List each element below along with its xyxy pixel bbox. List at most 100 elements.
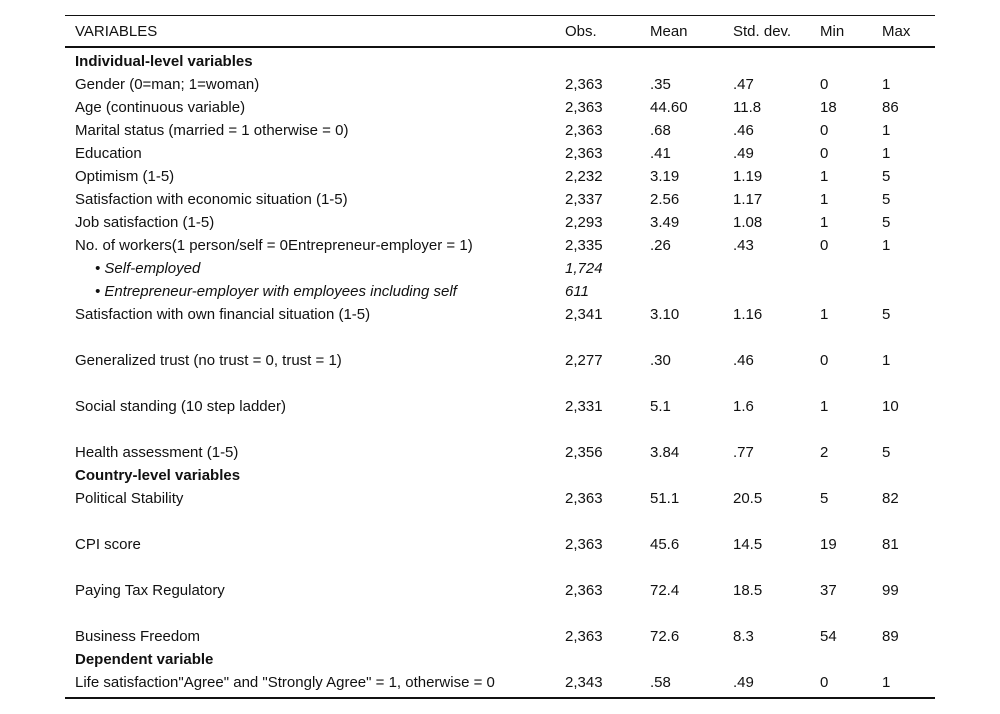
cell-min: 0	[820, 76, 829, 93]
cell-min: 1	[820, 168, 829, 185]
column-header-std-dev: Std. dev.	[733, 22, 792, 40]
table-header-row: VARIABLES Obs. Mean Std. dev. Min Max	[65, 16, 935, 46]
cell-max: 99	[882, 582, 899, 599]
table-row: Health assessment (1-5) 2,356 3.84 .77 2…	[65, 441, 935, 464]
cell-std-dev: 1.19	[733, 168, 763, 185]
cell-mean: 44.60	[650, 99, 688, 116]
cell-std-dev: .49	[733, 674, 754, 691]
table-row: Marital status (married = 1 otherwise = …	[65, 119, 935, 142]
cell-variable: Education	[75, 145, 142, 162]
cell-max: 81	[882, 536, 899, 553]
cell-std-dev: .46	[733, 122, 754, 139]
cell-max: 1	[882, 122, 891, 139]
table-row	[65, 602, 935, 625]
column-header-min: Min	[820, 22, 845, 40]
cell-variable: CPI score	[75, 536, 141, 553]
table-row: Dependent variable	[65, 648, 935, 671]
cell-obs: 1,724	[565, 260, 603, 277]
cell-std-dev: 18.5	[733, 582, 763, 599]
cell-std-dev: 20.5	[733, 490, 763, 507]
cell-variable: Gender (0=man; 1=woman)	[75, 76, 260, 93]
cell-max: 5	[882, 444, 891, 461]
cell-variable: Health assessment (1-5)	[75, 444, 239, 461]
cell-variable: Generalized trust (no trust = 0, trust =…	[75, 352, 342, 369]
cell-obs: 2,331	[565, 398, 603, 415]
table-row: No. of workers(1 person/self = 0Entrepre…	[65, 234, 935, 257]
table-row: Satisfaction with economic situation (1-…	[65, 188, 935, 211]
cell-mean: 3.84	[650, 444, 680, 461]
cell-variable: Satisfaction with economic situation (1-…	[75, 191, 348, 208]
cell-obs: 2,293	[565, 214, 603, 231]
cell-obs: 2,232	[565, 168, 603, 185]
cell-std-dev: .49	[733, 145, 754, 162]
cell-min: 1	[820, 191, 829, 208]
cell-obs: 2,343	[565, 674, 603, 691]
cell-std-dev: .43	[733, 237, 754, 254]
table-row: Paying Tax Regulatory 2,363 72.4 18.5 37…	[65, 579, 935, 602]
cell-variable: Age (continuous variable)	[75, 99, 246, 116]
cell-variable: Optimism (1-5)	[75, 168, 175, 185]
cell-std-dev: 1.17	[733, 191, 763, 208]
cell-std-dev: 1.16	[733, 306, 763, 323]
cell-mean: 3.49	[650, 214, 680, 231]
table-row: Education 2,363 .41 .49 0 1	[65, 142, 935, 165]
cell-variable: Political Stability	[75, 490, 184, 507]
cell-min: 19	[820, 536, 837, 553]
cell-max: 5	[882, 306, 891, 323]
table-body: Individual-level variables Gender (0=man…	[65, 48, 935, 697]
cell-max: 5	[882, 214, 891, 231]
cell-obs: 2,363	[565, 536, 603, 553]
cell-std-dev: .47	[733, 76, 754, 93]
cell-max: 5	[882, 191, 891, 208]
table-row	[65, 510, 935, 533]
column-header-obs: Obs.	[565, 22, 597, 40]
cell-min: 0	[820, 237, 829, 254]
cell-min: 0	[820, 674, 829, 691]
top-rule	[65, 15, 935, 16]
cell-variable: Individual-level variables	[75, 53, 253, 70]
cell-mean: 3.19	[650, 168, 680, 185]
cell-std-dev: 1.08	[733, 214, 763, 231]
table-row: Country-level variables	[65, 464, 935, 487]
cell-obs: 2,335	[565, 237, 603, 254]
cell-variable: Life satisfaction"Agree" and "Strongly A…	[75, 674, 495, 691]
cell-obs: 2,277	[565, 352, 603, 369]
cell-min: 54	[820, 628, 837, 645]
header-rule	[65, 46, 935, 48]
cell-min: 0	[820, 145, 829, 162]
cell-mean: 2.56	[650, 191, 680, 208]
cell-mean: .35	[650, 76, 671, 93]
column-header-mean: Mean	[650, 22, 688, 40]
table-row	[65, 326, 935, 349]
table-row	[65, 556, 935, 579]
cell-max: 10	[882, 398, 899, 415]
table-row: Business Freedom 2,363 72.6 8.3 54 89	[65, 625, 935, 648]
cell-min: 1	[820, 306, 829, 323]
table-row: • Self-employed 1,724	[65, 257, 935, 280]
cell-min: 0	[820, 122, 829, 139]
cell-min: 1	[820, 214, 829, 231]
cell-mean: 72.4	[650, 582, 680, 599]
cell-max: 1	[882, 145, 891, 162]
table-row: Life satisfaction"Agree" and "Strongly A…	[65, 671, 935, 694]
cell-variable: Country-level variables	[75, 467, 241, 484]
cell-mean: 72.6	[650, 628, 680, 645]
cell-variable: No. of workers(1 person/self = 0Entrepre…	[75, 237, 473, 254]
cell-mean: 3.10	[650, 306, 680, 323]
cell-mean: 45.6	[650, 536, 680, 553]
cell-max: 82	[882, 490, 899, 507]
table-row: Gender (0=man; 1=woman) 2,363 .35 .47 0 …	[65, 73, 935, 96]
cell-variable: Marital status (married = 1 otherwise = …	[75, 122, 349, 139]
cell-mean: .26	[650, 237, 671, 254]
cell-std-dev: .46	[733, 352, 754, 369]
cell-min: 0	[820, 352, 829, 369]
cell-obs: 2,363	[565, 122, 603, 139]
cell-mean: .30	[650, 352, 671, 369]
cell-min: 18	[820, 99, 837, 116]
cell-obs: 2,341	[565, 306, 603, 323]
cell-variable: Job satisfaction (1-5)	[75, 214, 215, 231]
cell-variable: • Self-employed	[95, 260, 201, 277]
cell-obs: 2,363	[565, 582, 603, 599]
table-row: CPI score 2,363 45.6 14.5 19 81	[65, 533, 935, 556]
table-row	[65, 372, 935, 395]
